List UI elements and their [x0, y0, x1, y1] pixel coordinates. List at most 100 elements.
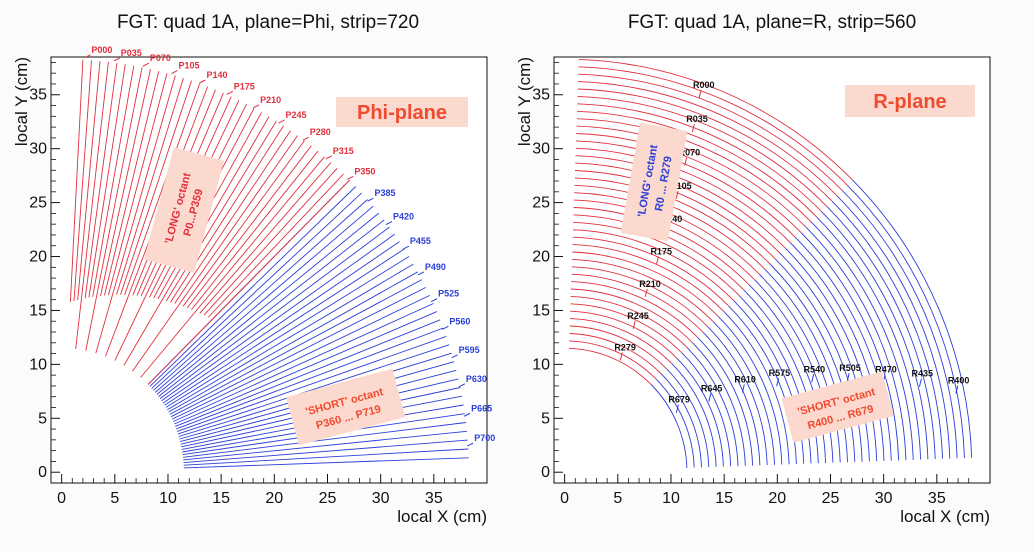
phi-strip-label: P490 — [425, 262, 446, 272]
r-y-tick-label: 10 — [532, 356, 550, 373]
r-long-strip — [576, 118, 812, 223]
phi-y-tick-label: 30 — [29, 141, 47, 158]
phi-strip-label: P175 — [234, 81, 255, 91]
phi-strip-marker — [199, 79, 206, 84]
r-short-strip — [728, 305, 797, 465]
r-strip-marker — [684, 157, 688, 166]
r-short-strip — [681, 352, 732, 467]
r-long-strip — [577, 110, 817, 218]
r-long-strip — [570, 295, 688, 349]
phi-x-tick-label: 30 — [372, 490, 390, 507]
r-long-strip — [578, 66, 848, 186]
phi-frame — [50, 56, 488, 484]
phi-short-strip — [183, 448, 469, 466]
phi-short-strip — [167, 263, 414, 411]
phi-strip-label: P385 — [375, 188, 396, 198]
phi-plane-badge-text: Phi-plane — [357, 102, 447, 124]
r-plane-badge: R-plane — [845, 85, 975, 117]
phi-long-octant-box: 'LONG' octant P0...P359 — [143, 147, 225, 273]
r-strip-marker — [918, 378, 922, 387]
phi-strip-label: P035 — [121, 48, 142, 58]
phi-strip-label: P245 — [286, 110, 307, 120]
r-strip-lines — [568, 58, 973, 468]
phi-strip-label: P315 — [333, 146, 354, 156]
r-plane-badge-text: R-plane — [873, 91, 946, 113]
phi-strip-label: P000 — [91, 45, 112, 55]
r-short-strip — [712, 321, 775, 465]
phi-strip-label: P700 — [474, 433, 495, 443]
phi-long-strip — [199, 162, 332, 314]
r-long-strip — [572, 229, 735, 302]
phi-long-strip — [69, 59, 84, 303]
r-short-strip — [800, 232, 900, 461]
phi-long-strip — [147, 179, 350, 385]
phi-strip-marker — [430, 298, 438, 303]
r-strip-label: R070 — [679, 148, 701, 158]
r-x-tick-label: 10 — [662, 490, 680, 507]
r-long-strip — [575, 155, 786, 249]
phi-short-strip — [168, 271, 419, 413]
r-frame — [553, 56, 991, 484]
r-long-strip — [572, 244, 724, 312]
phi-short-strip — [162, 241, 400, 404]
r-long-strip — [575, 162, 781, 254]
r-long-strip — [569, 325, 667, 370]
r-chart-title: FGT: quad 1A, plane=R, strip=560 — [628, 12, 916, 33]
phi-long-strip — [85, 67, 143, 351]
r-x-axis-label: local X (cm) — [900, 507, 990, 526]
r-x-tick-label: 15 — [715, 490, 733, 507]
phi-short-strip — [175, 319, 441, 427]
phi-short-strip — [172, 294, 430, 420]
phi-x-tick-label: 20 — [265, 490, 283, 507]
phi-strip-marker — [417, 271, 425, 276]
phi-long-strip — [88, 64, 126, 298]
r-x-tick-label: 20 — [768, 490, 786, 507]
r-strip-marker — [675, 404, 679, 413]
phi-short-strip — [183, 439, 468, 464]
r-short-strip — [692, 342, 746, 466]
r-y-tick-label: 5 — [541, 410, 550, 427]
r-short-strip — [810, 221, 914, 460]
phi-axes: 0 5 10 15 20 25 30 35 0 5 10 15 20 25 30 35 — [29, 61, 467, 507]
r-strip-label: R610 — [734, 374, 756, 384]
r-strip-label: R470 — [875, 365, 897, 375]
phi-strip-marker — [402, 245, 410, 250]
phi-y-tick-label: 10 — [29, 356, 47, 373]
r-short-strip — [661, 373, 702, 468]
phi-long-strip — [140, 156, 325, 378]
phi-short-strip — [182, 422, 467, 458]
phi-short-strip — [170, 286, 427, 418]
phi-strip-marker — [451, 354, 458, 359]
phi-strip-marker — [367, 197, 374, 202]
r-strip-label: R245 — [627, 311, 649, 321]
phi-y-tick-label: 0 — [38, 464, 47, 481]
r-long-strip — [570, 310, 678, 359]
phi-y-tick-label: 25 — [29, 195, 47, 212]
r-short-strip — [759, 274, 841, 463]
phi-short-strip — [159, 226, 390, 399]
r-strip-marker — [691, 123, 695, 133]
phi-strip-marker — [467, 442, 474, 447]
r-long-strip — [569, 318, 673, 364]
r-short-strip — [774, 258, 863, 462]
r-short-strip — [743, 289, 819, 464]
phi-x-axis-label: local X (cm) — [397, 507, 487, 526]
r-short-strip — [831, 200, 943, 459]
r-strip-marker — [955, 385, 959, 394]
r-strip-marker — [741, 384, 745, 393]
phi-long-strip — [186, 145, 312, 309]
r-short-strip — [702, 331, 761, 466]
phi-strip-label: P420 — [393, 212, 414, 222]
r-y-tick-label: 0 — [541, 464, 550, 481]
r-strip-marker — [632, 320, 636, 329]
r-long-strip — [568, 347, 652, 385]
r-short-strip — [671, 363, 717, 467]
phi-x-tick-label: 15 — [212, 490, 230, 507]
r-strip-label: R505 — [839, 363, 861, 373]
r-short-strip — [795, 237, 892, 461]
phi-strip-marker — [347, 175, 354, 180]
phi-strip-label: P525 — [438, 289, 459, 299]
phi-y-tick-label: 5 — [38, 410, 47, 427]
phi-short-strip — [156, 212, 380, 395]
